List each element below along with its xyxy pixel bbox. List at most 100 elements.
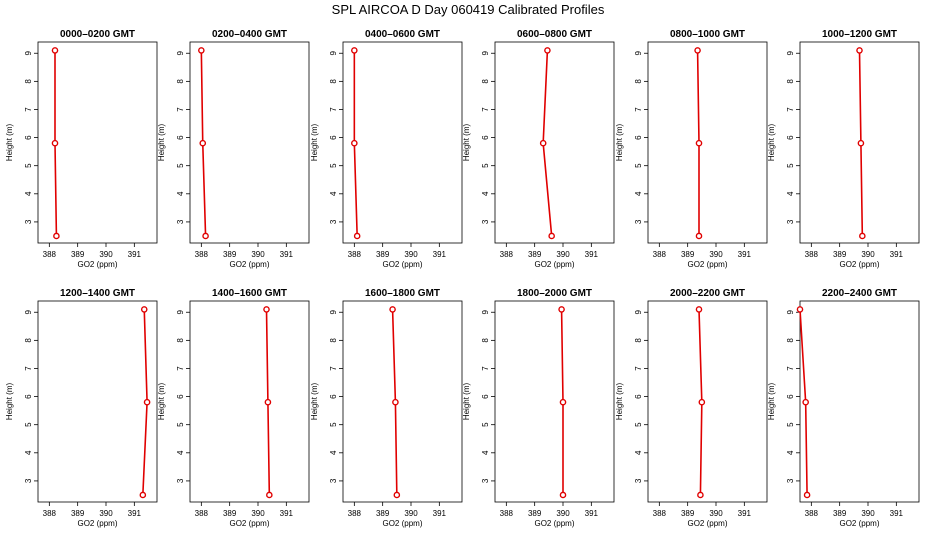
panel-2: 0400–0600 GMT 388 389 390 391 GO2 (ppm) 3 4 5 6 7 8…: [310, 29, 463, 269]
y-tick-label: 3: [786, 478, 795, 483]
y-tick-label: 3: [481, 219, 490, 224]
x-tick-label: 388: [500, 509, 514, 518]
profile-point: [389, 306, 396, 313]
y-tick-label: 6: [481, 394, 490, 399]
x-tick-label: 391: [280, 250, 294, 259]
plot-frame: [37, 41, 158, 244]
x-axis-label: GO2 (ppm): [77, 260, 117, 269]
y-tick-label: 5: [481, 163, 490, 168]
panel-title: 1800–2000 GMT: [517, 288, 592, 299]
x-axis-label: GO2 (ppm): [534, 519, 574, 528]
y-tick-label: 9: [176, 309, 185, 314]
y-tick-label: 6: [634, 135, 643, 140]
panel-title: 0600–0800 GMT: [517, 29, 592, 40]
y-tick-label: 9: [329, 50, 338, 55]
profile-point: [803, 491, 811, 499]
y-axis-label: Height (m): [157, 382, 166, 420]
panel-8: 1600–1800 GMT 388 389 390 391 GO2 (ppm) 3 4 5 6 7 8…: [310, 288, 463, 528]
y-tick-label: 5: [24, 422, 33, 427]
profile-point: [856, 47, 863, 54]
y-tick-label: 9: [24, 309, 33, 314]
y-axis-label: Height (m): [5, 382, 14, 420]
panel-title: 1600–1800 GMT: [365, 288, 440, 299]
y-tick-label: 4: [329, 450, 338, 455]
x-tick-label: 391: [738, 250, 752, 259]
profile-point: [698, 398, 706, 406]
y-tick-label: 4: [24, 450, 33, 455]
x-tick-label: 390: [99, 509, 113, 518]
x-tick-label: 391: [890, 509, 904, 518]
y-axis-label: Height (m): [615, 123, 624, 161]
y-tick-label: 7: [329, 107, 338, 112]
y-tick-label: 4: [24, 191, 33, 196]
plot-frame: [342, 300, 463, 503]
x-tick-label: 388: [195, 250, 209, 259]
profile-point: [351, 139, 358, 147]
x-tick-label: 388: [348, 250, 362, 259]
profile-point: [392, 398, 399, 406]
plot-frame: [494, 300, 615, 503]
y-tick-label: 7: [786, 107, 795, 112]
x-tick-label: 389: [528, 250, 542, 259]
x-tick-label: 389: [71, 250, 85, 259]
y-tick-label: 9: [176, 50, 185, 55]
y-tick-label: 4: [329, 191, 338, 196]
y-tick-label: 7: [634, 366, 643, 371]
panel-1: 0200–0400 GMT 388 389 390 391 GO2 (ppm) 3 4 5 6 7 8…: [157, 29, 310, 269]
panel-title: 0800–1000 GMT: [670, 29, 745, 40]
profile-point: [559, 398, 567, 406]
x-tick-label: 388: [195, 509, 209, 518]
profile-point: [544, 47, 551, 54]
plot-frame: [342, 41, 463, 244]
panel-5: 1000–1200 GMT 388 389 390 391 GO2 (ppm) 3 4 5 6 7 8…: [767, 29, 920, 269]
x-tick-label: 390: [556, 509, 570, 518]
y-tick-label: 7: [176, 366, 185, 371]
profile-point: [263, 306, 270, 313]
profile-point: [697, 491, 704, 499]
y-tick-label: 6: [24, 394, 33, 399]
x-tick-label: 390: [861, 509, 875, 518]
profile-point: [143, 398, 151, 406]
y-tick-label: 8: [329, 79, 338, 84]
x-tick-label: 391: [585, 509, 599, 518]
y-tick-label: 6: [329, 394, 338, 399]
y-tick-label: 3: [176, 219, 185, 224]
profile-point: [539, 139, 547, 147]
y-tick-label: 5: [24, 163, 33, 168]
x-tick-label: 391: [128, 509, 142, 518]
plot-frame: [799, 300, 920, 503]
x-tick-label: 389: [833, 509, 847, 518]
y-tick-label: 6: [24, 135, 33, 140]
x-tick-label: 388: [500, 250, 514, 259]
x-axis-label: GO2 (ppm): [839, 519, 879, 528]
x-axis-label: GO2 (ppm): [534, 260, 574, 269]
profile-point: [859, 232, 866, 240]
y-tick-label: 9: [634, 309, 643, 314]
x-tick-label: 390: [861, 250, 875, 259]
y-tick-label: 7: [24, 107, 33, 112]
y-tick-label: 8: [329, 338, 338, 343]
plot-frame: [189, 300, 310, 503]
y-tick-label: 4: [481, 450, 490, 455]
y-axis-label: Height (m): [310, 123, 319, 161]
x-tick-label: 390: [251, 250, 265, 259]
y-tick-label: 8: [481, 79, 490, 84]
x-tick-label: 391: [585, 250, 599, 259]
panel-title: 2200–2400 GMT: [822, 288, 897, 299]
y-tick-label: 7: [329, 366, 338, 371]
y-tick-label: 6: [176, 394, 185, 399]
x-tick-label: 388: [805, 509, 819, 518]
y-tick-label: 8: [24, 338, 33, 343]
x-tick-label: 391: [890, 250, 904, 259]
y-tick-label: 7: [634, 107, 643, 112]
y-tick-label: 5: [634, 163, 643, 168]
y-tick-label: 3: [481, 478, 490, 483]
panel-title: 1400–1600 GMT: [212, 288, 287, 299]
y-tick-label: 9: [24, 50, 33, 55]
x-axis-label: GO2 (ppm): [382, 260, 422, 269]
panel-title: 0200–0400 GMT: [212, 29, 287, 40]
profile-point: [694, 47, 701, 54]
y-tick-label: 3: [329, 219, 338, 224]
y-tick-label: 7: [24, 366, 33, 371]
